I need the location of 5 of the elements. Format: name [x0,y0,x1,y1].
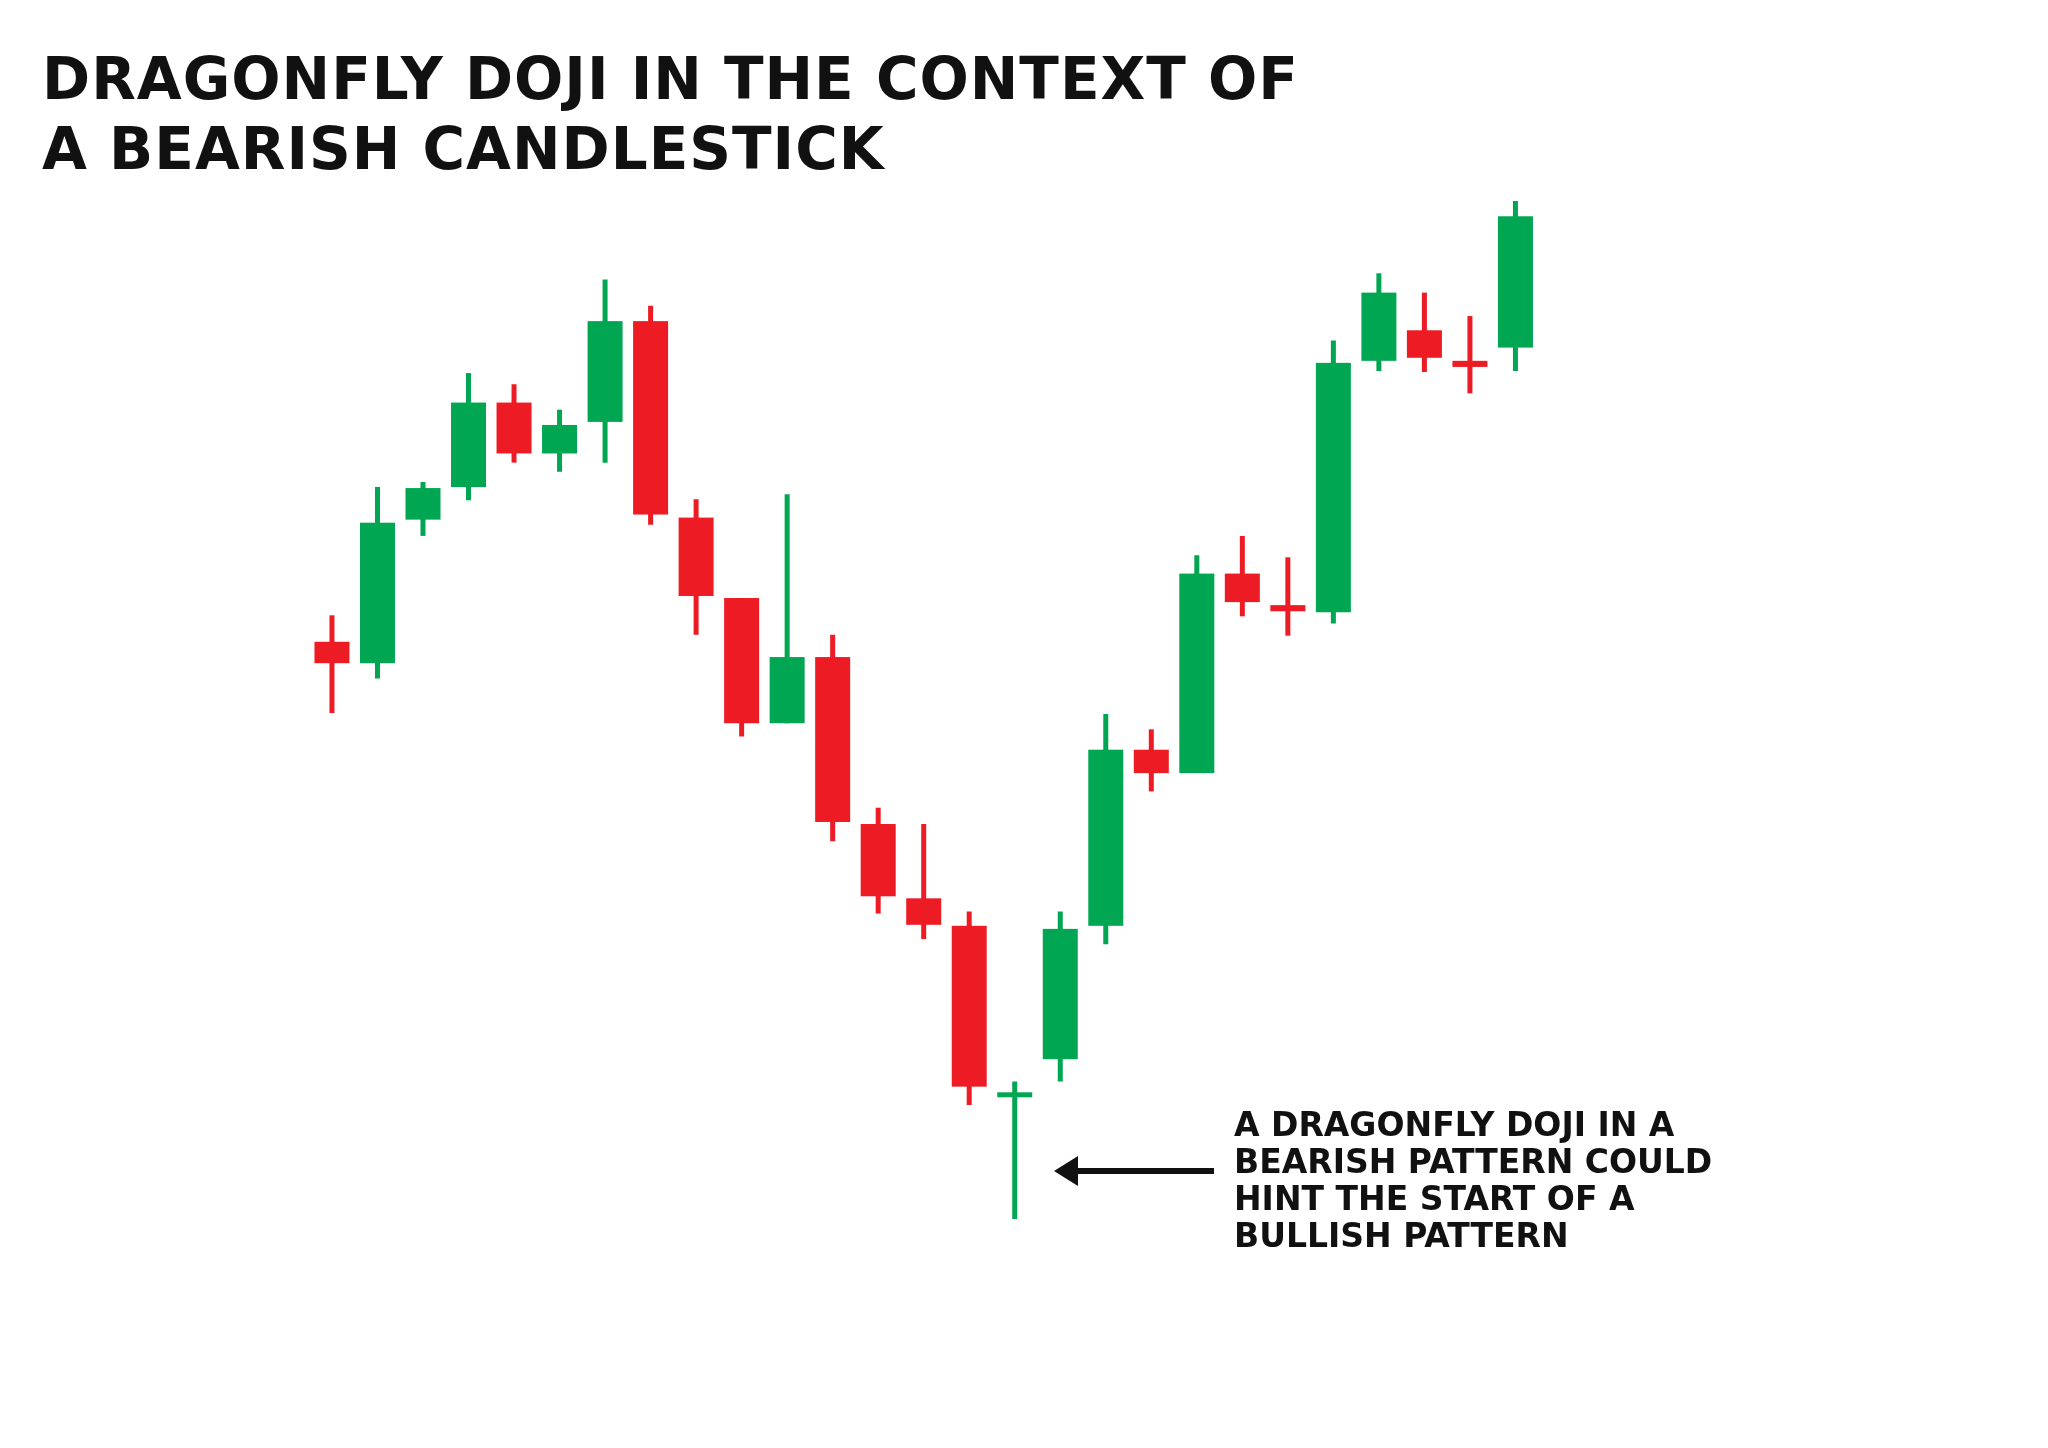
candlestick [1270,557,1306,636]
candlestick [997,1081,1033,1219]
chart-title: DRAGONFLY DOJI IN THE CONTEXT OF A BEARISH CANDLESTICK [42,44,1300,184]
annotation: A DRAGONFLY DOJI IN A BEARISH PATTERN COULD HINT THE START OF A BULLISH PATTERN [1234,1105,1714,1255]
candlestick [1452,316,1488,394]
